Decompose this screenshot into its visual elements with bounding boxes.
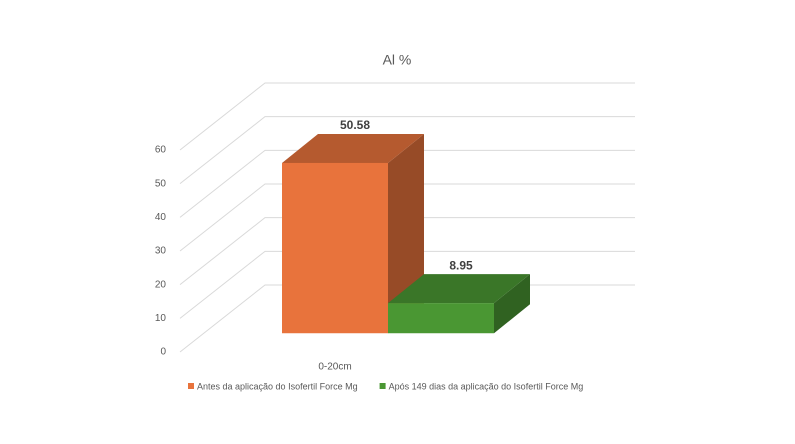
y-tick-label: 40: [155, 212, 167, 223]
legend-swatch: [379, 383, 386, 389]
y-tick-label: 30: [155, 246, 167, 257]
grid-line: [179, 82, 635, 151]
chart-title: Al %: [383, 52, 412, 68]
grid-line: [179, 217, 635, 286]
legend-label: Antes da aplicação do Isofertil Force Mg: [197, 381, 358, 391]
grid-line: [179, 250, 635, 319]
grid-line: [179, 183, 635, 252]
y-tick-label: 10: [155, 313, 167, 324]
bar-side: [494, 274, 530, 334]
y-tick-label: 0: [160, 347, 166, 358]
y-tick-label: 20: [155, 279, 167, 290]
x-tick-label: 0-20cm: [318, 362, 351, 373]
legend-label: Após 149 dias da aplicação do Isofertil …: [389, 381, 584, 391]
bar: [282, 162, 388, 334]
grid-line: [179, 149, 635, 218]
legend-swatch: [188, 383, 194, 389]
bar-top: [388, 274, 530, 304]
data-label: 50.58: [340, 118, 370, 132]
y-tick-label: 50: [155, 178, 167, 189]
data-label: 8.95: [449, 258, 473, 272]
bar: [388, 303, 494, 334]
grid-line: [179, 116, 635, 185]
bar-top: [282, 133, 424, 163]
y-tick-label: 60: [155, 145, 167, 156]
